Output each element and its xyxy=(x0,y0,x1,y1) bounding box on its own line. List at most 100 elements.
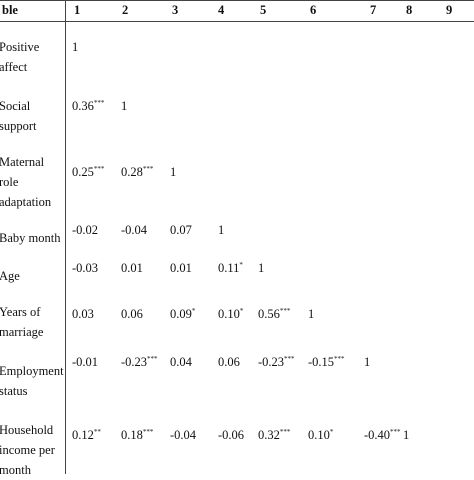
column-header: 5 xyxy=(260,3,267,17)
row-label: Household income per month xyxy=(0,423,55,477)
significance: *** xyxy=(147,355,158,363)
table-cell: 0.11* xyxy=(218,258,258,278)
table-cell: -0.02 xyxy=(72,220,120,240)
column-header: 2 xyxy=(122,3,129,17)
row-label: Age xyxy=(0,269,20,283)
cell-value: 0.10 xyxy=(218,307,240,321)
table-cell: 0.04 xyxy=(170,352,216,372)
cell-value: 0.01 xyxy=(121,261,143,275)
table-cell: -0.01 xyxy=(72,352,120,372)
cell-value: -0.40 xyxy=(364,428,391,442)
cell-value: -0.01 xyxy=(72,355,99,369)
cell-value: 0.56 xyxy=(258,307,280,321)
header-rule xyxy=(0,21,474,22)
significance: ** xyxy=(93,428,101,436)
table-cell: 0.28*** xyxy=(121,162,163,182)
cell-value: -0.04 xyxy=(170,428,197,442)
row-label: Baby month xyxy=(0,231,61,245)
cell-value: -0.06 xyxy=(218,428,245,442)
cell-value: 0.10 xyxy=(308,428,330,442)
table-cell: -0.40*** xyxy=(364,425,401,445)
significance: * xyxy=(239,261,243,269)
cell-value: -0.23 xyxy=(121,355,148,369)
cell-value: 0.07 xyxy=(170,223,192,237)
table-cell: 0.18*** xyxy=(121,425,163,445)
significance: * xyxy=(191,307,196,315)
table-cell: -0.06 xyxy=(218,425,258,445)
table-cell: 1 xyxy=(364,352,398,372)
significance: *** xyxy=(334,355,345,363)
cell-value: 1 xyxy=(121,99,128,113)
cell-value: 1 xyxy=(308,307,315,321)
table-cell: 1 xyxy=(218,220,258,240)
cell-value: 1 xyxy=(72,40,79,54)
table-cell: 0.09* xyxy=(170,304,216,324)
table-cell: 0.06 xyxy=(218,352,258,372)
table-cell: 1 xyxy=(72,37,120,57)
column-header: 3 xyxy=(172,3,179,17)
table-cell: -0.23*** xyxy=(258,352,306,372)
cell-value: -0.23 xyxy=(258,355,285,369)
cell-value: 0.06 xyxy=(218,355,240,369)
table-cell: 0.07 xyxy=(170,220,216,240)
cell-value: 1 xyxy=(403,428,410,442)
table-cell: -0.15*** xyxy=(308,352,360,372)
significance: *** xyxy=(279,428,291,436)
column-header: 9 xyxy=(446,3,453,17)
row-label: Social support xyxy=(0,99,37,133)
column-header: 6 xyxy=(310,3,317,17)
table-cell: 1 xyxy=(170,162,216,182)
column-rule xyxy=(65,0,66,474)
column-header: ble xyxy=(2,3,18,17)
cell-value: 0.18 xyxy=(121,428,143,442)
cell-value: -0.04 xyxy=(121,223,148,237)
cell-value: 0.09 xyxy=(170,307,192,321)
row-label: Maternal role adaptation xyxy=(0,155,52,209)
table-cell: 0.10* xyxy=(308,425,360,445)
table-cell: 1 xyxy=(258,258,306,278)
table-cell: 0.36*** xyxy=(72,96,120,116)
row-label: Employment status xyxy=(0,364,64,398)
table-cell: 0.12** xyxy=(72,425,120,445)
table-cell: 1 xyxy=(308,304,360,324)
cell-value: -0.15 xyxy=(308,355,335,369)
cell-value: 0.11 xyxy=(218,261,240,275)
table-cell: -0.23*** xyxy=(121,352,163,372)
table-cell: -0.03 xyxy=(72,258,120,278)
column-header: 1 xyxy=(74,3,81,17)
table-cell: -0.04 xyxy=(121,220,163,240)
cell-value: 0.25 xyxy=(72,165,94,179)
significance: * xyxy=(329,428,334,436)
column-header: 8 xyxy=(406,3,413,17)
cell-value: 0.03 xyxy=(72,307,94,321)
table-cell: 0.06 xyxy=(121,304,163,324)
table-cell: 0.25*** xyxy=(72,162,120,182)
cell-value: -0.03 xyxy=(72,261,99,275)
cell-value: -0.02 xyxy=(72,223,99,237)
table-cell: 0.01 xyxy=(121,258,163,278)
cell-value: 0.36 xyxy=(72,99,94,113)
row-label: Years of marriage xyxy=(0,305,44,339)
significance: *** xyxy=(93,99,105,107)
table-cell: -0.04 xyxy=(170,425,216,445)
table-cell: 0.56*** xyxy=(258,304,306,324)
significance: *** xyxy=(279,307,291,315)
significance: *** xyxy=(142,428,154,436)
cell-value: 0.28 xyxy=(121,165,143,179)
cell-value: 0.06 xyxy=(121,307,143,321)
table-cell: 1 xyxy=(403,425,439,445)
column-header: 7 xyxy=(370,3,377,17)
significance: *** xyxy=(390,428,401,436)
cell-value: 1 xyxy=(218,223,225,237)
cell-value: 0.04 xyxy=(170,355,192,369)
significance: *** xyxy=(142,165,154,173)
cell-value: 1 xyxy=(364,355,371,369)
column-header: 4 xyxy=(218,3,225,17)
table-cell: 0.01 xyxy=(170,258,216,278)
cell-value: 1 xyxy=(258,261,265,275)
row-label: Positive affect xyxy=(0,40,40,74)
table-cell: 0.03 xyxy=(72,304,120,324)
significance: *** xyxy=(284,355,295,363)
top-rule xyxy=(0,0,474,1)
